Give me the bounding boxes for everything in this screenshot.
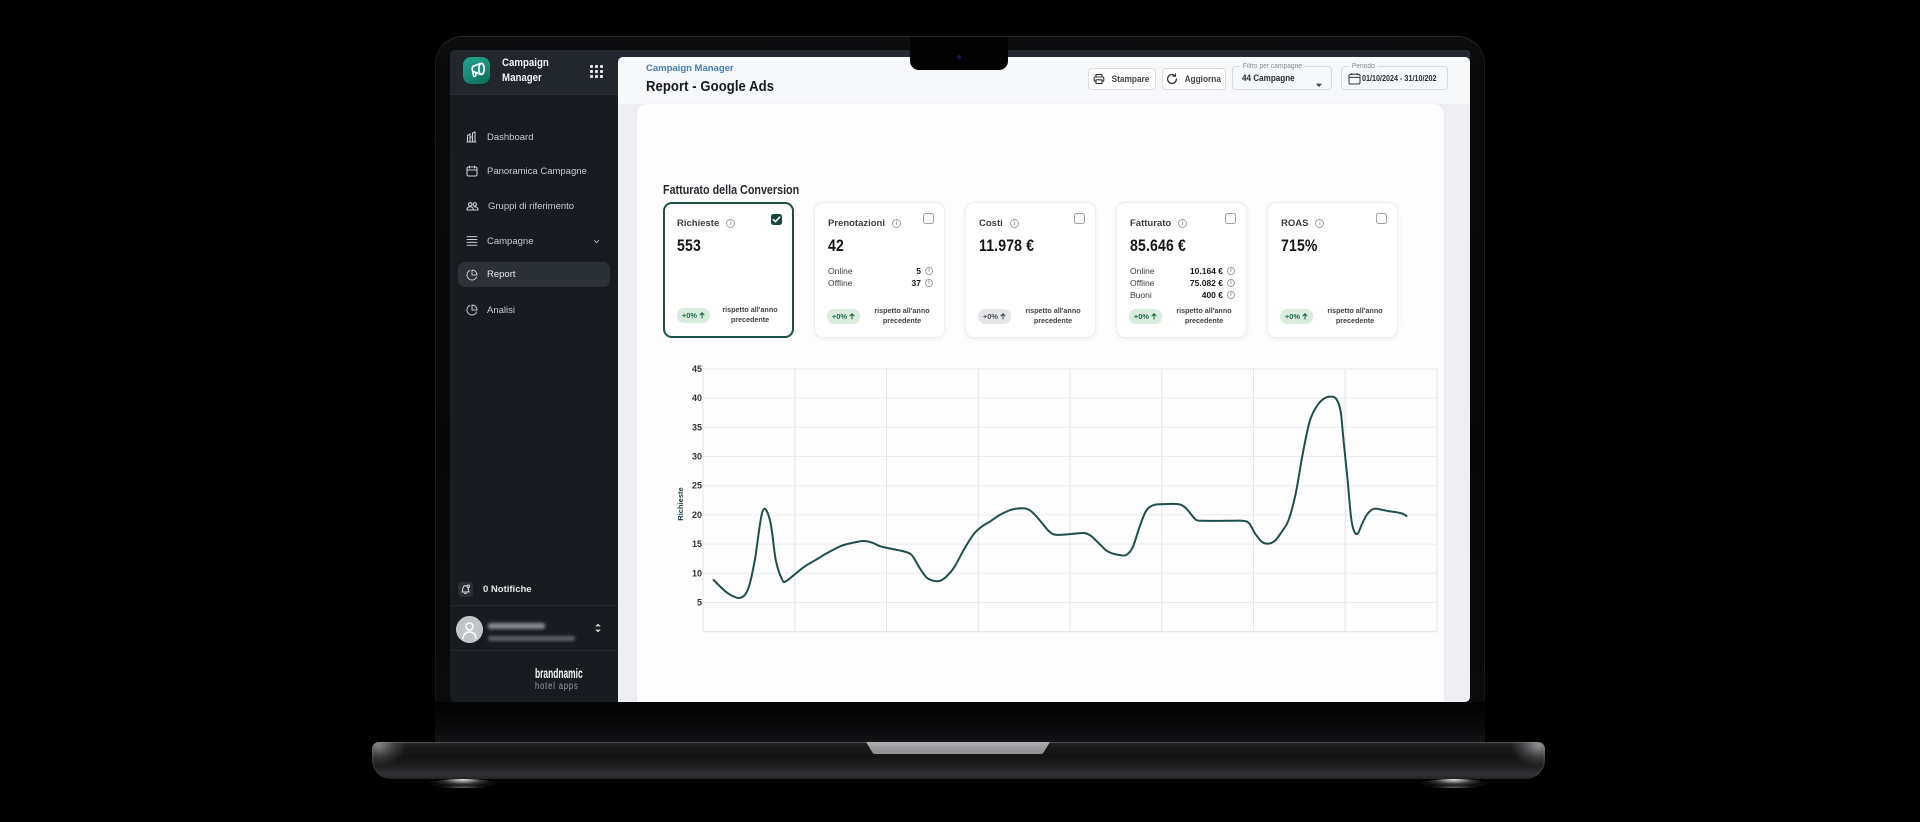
svg-text:35: 35 <box>692 422 702 432</box>
svg-text:30: 30 <box>692 452 702 462</box>
svg-text:15: 15 <box>692 539 702 549</box>
svg-text:5: 5 <box>697 598 702 608</box>
svg-text:25: 25 <box>692 481 702 491</box>
svg-text:45: 45 <box>692 364 702 374</box>
svg-text:Richieste: Richieste <box>676 487 685 520</box>
svg-text:40: 40 <box>692 393 702 403</box>
svg-text:10: 10 <box>692 568 702 578</box>
svg-text:20: 20 <box>692 510 702 520</box>
